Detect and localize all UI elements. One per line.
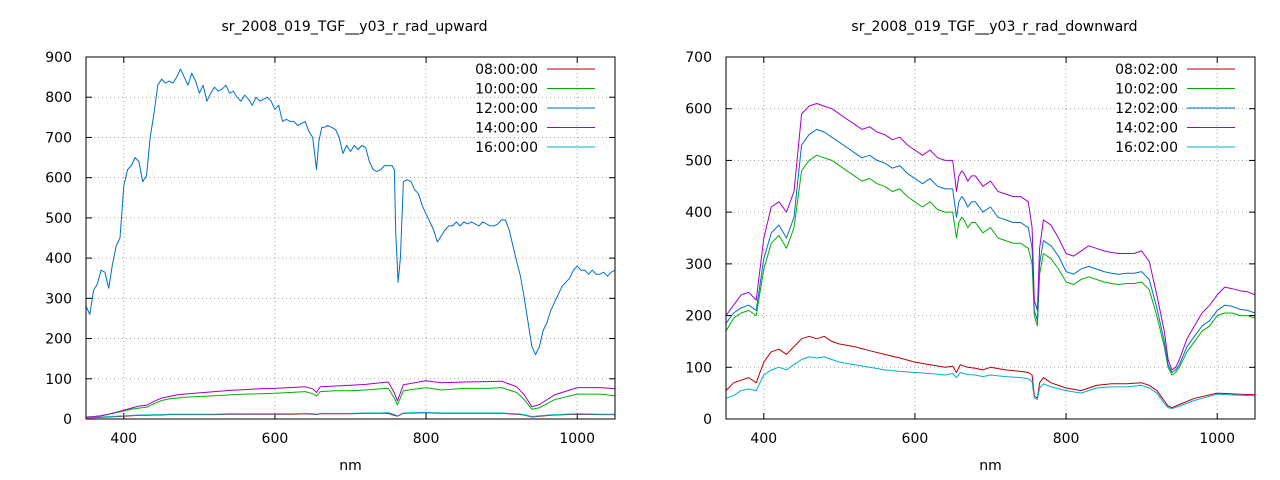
y-tick-label: 300	[45, 291, 72, 307]
y-tick-label: 500	[685, 153, 712, 169]
series-group	[86, 68, 615, 419]
x-tick-label: 600	[262, 431, 289, 447]
x-axis-label: nm	[979, 458, 1002, 474]
series-group	[726, 103, 1255, 410]
chart-1: sr_2008_019_TGF__y03_r_rad_upward 0 100 200…	[45, 19, 616, 474]
y-tick-label: 100	[45, 372, 72, 388]
y-tick-label: 0	[63, 412, 72, 428]
legend-label: 08:02:00	[1115, 62, 1178, 78]
y-tick-label: 200	[45, 332, 72, 348]
legend-label: 16:02:00	[1115, 140, 1178, 156]
x-tick-label: 600	[902, 431, 929, 447]
legend: 08:00:00 10:00:00 12:00:00 14:00:00 16:00:00	[475, 62, 595, 156]
series-line-140000	[86, 380, 615, 418]
x-tick-label: 1000	[1199, 431, 1235, 447]
y-tick-label: 600	[45, 171, 72, 187]
x-axis-label: nm	[339, 458, 362, 474]
legend-label: 10:02:00	[1115, 82, 1178, 98]
legend-label: 12:00:00	[475, 101, 538, 117]
grid	[726, 57, 1255, 419]
chart-title: sr_2008_019_TGF__y03_r_rad_upward	[221, 19, 487, 35]
x-tick-label: 400	[110, 431, 137, 447]
y-tick-label: 400	[685, 205, 712, 221]
series-line-140200	[726, 103, 1255, 371]
y-tick-label: 800	[45, 90, 72, 106]
legend: 08:02:00 10:02:00 12:02:00 14:02:00 16:02:00	[1115, 62, 1235, 156]
series-line-160000	[86, 411, 615, 418]
x-tick-label: 800	[1053, 431, 1080, 447]
chart-title: sr_2008_019_TGF__y03_r_rad_downward	[851, 19, 1137, 35]
plot-frame	[725, 56, 1256, 420]
series-line-120000	[86, 68, 615, 356]
y-tick-label: 600	[685, 102, 712, 118]
series-line-120200	[726, 128, 1255, 373]
plot-frame	[85, 56, 616, 420]
series-line-080200	[726, 335, 1255, 409]
x-tick-label: 1000	[559, 431, 595, 447]
y-tick-label: 200	[685, 309, 712, 325]
y-tick-label: 700	[685, 50, 712, 66]
x-tick-label: 400	[750, 431, 777, 447]
y-tick-label: 300	[685, 257, 712, 273]
y-tick-label: 900	[45, 50, 72, 66]
series-line-100200	[726, 154, 1255, 376]
legend-label: 14:00:00	[475, 121, 538, 137]
y-tick-label: 0	[703, 412, 712, 428]
series-line-160200	[726, 356, 1255, 410]
y-tick-label: 500	[45, 211, 72, 227]
y-tick-label: 100	[685, 360, 712, 376]
chart-2: sr_2008_019_TGF__y03_r_rad_downward 0 100 2…	[685, 19, 1256, 474]
legend-label: 16:00:00	[475, 140, 538, 156]
legend-label: 12:02:00	[1115, 101, 1178, 117]
legend-label: 08:00:00	[475, 62, 538, 78]
series-line-100000	[86, 387, 615, 418]
x-tick-label: 800	[413, 431, 440, 447]
legend-label: 14:02:00	[1115, 121, 1178, 137]
y-tick-label: 400	[45, 251, 72, 267]
y-tick-label: 700	[45, 130, 72, 146]
legend-label: 10:00:00	[475, 82, 538, 98]
grid	[86, 57, 615, 419]
